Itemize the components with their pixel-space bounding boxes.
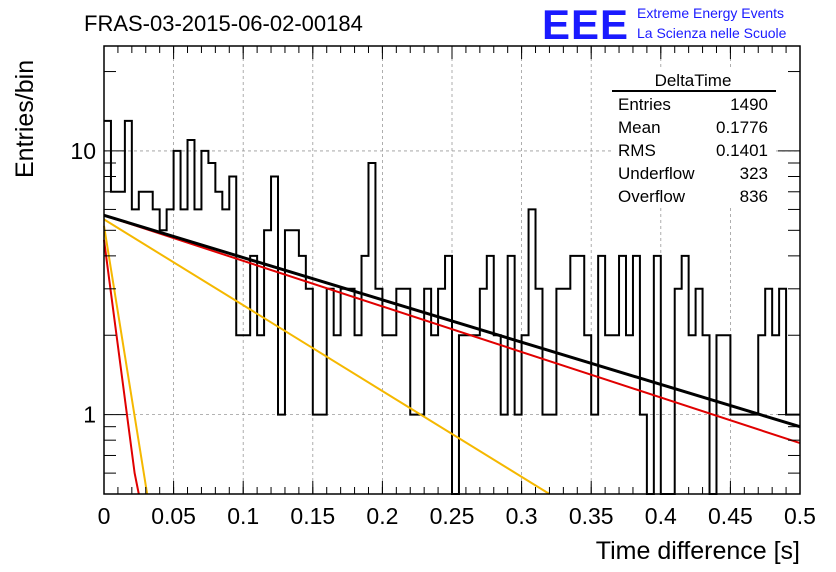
stats-label: Entries [618, 95, 671, 114]
x-tick-label: 0.3 [506, 503, 538, 529]
eee-logo-mark: EEE [542, 1, 629, 48]
y-tick-label: 10 [70, 138, 96, 164]
fit-curve-red [103, 214, 801, 445]
stats-value: 0.1401 [716, 141, 768, 160]
eee-logo-line1: Extreme Energy Events [637, 5, 784, 21]
stats-value: 1490 [730, 95, 768, 114]
x-tick-label: 0 [98, 503, 111, 529]
stats-box: DeltaTime Entries 1490 Mean 0.1776 RMS 0… [612, 68, 776, 208]
run-title: FRAS-03-2015-06-02-00184 [84, 11, 363, 36]
x-tick-label: 0.45 [708, 503, 753, 529]
stats-title: DeltaTime [655, 71, 732, 90]
stats-label: Overflow [618, 187, 686, 206]
y-tick-label: 1 [83, 402, 96, 428]
fit-curve-yellow [103, 225, 149, 495]
y-axis-label: Entries/bin [11, 60, 39, 178]
axis-ticks [103, 46, 801, 495]
histogram-steps [104, 119, 800, 495]
fit-curves-layer [103, 213, 801, 495]
stats-value: 836 [740, 187, 768, 206]
stats-label: Underflow [618, 164, 695, 183]
fit-curve-red [103, 239, 140, 495]
x-tick-label: 0.35 [569, 503, 614, 529]
x-tick-label: 0.5 [784, 503, 816, 529]
histogram-layer [104, 119, 800, 495]
x-tick-label: 0.05 [151, 503, 196, 529]
stats-label: Mean [618, 118, 661, 137]
x-tick-label: 0.1 [227, 503, 259, 529]
stats-value: 0.1776 [716, 118, 768, 137]
stats-label: RMS [618, 141, 656, 160]
x-axis-label: Time difference [s] [596, 537, 800, 565]
y-tick-labels: 1 10 [70, 138, 96, 428]
x-tick-labels: 0 0.05 0.1 0.15 0.2 0.25 0.3 0.35 0.4 0.45 0.5 [98, 503, 816, 529]
x-tick-label: 0.4 [645, 503, 677, 529]
x-tick-label: 0.15 [290, 503, 335, 529]
eee-logo-line2: La Scienza nelle Scuole [637, 25, 787, 41]
eee-logo: EEE Extreme Energy Events La Scienza nel… [542, 1, 787, 48]
x-tick-label: 0.2 [366, 503, 398, 529]
fit-curve-black [103, 213, 801, 429]
stats-value: 323 [740, 164, 768, 183]
fit-curve-yellow [103, 218, 550, 495]
x-tick-label: 0.25 [430, 503, 475, 529]
